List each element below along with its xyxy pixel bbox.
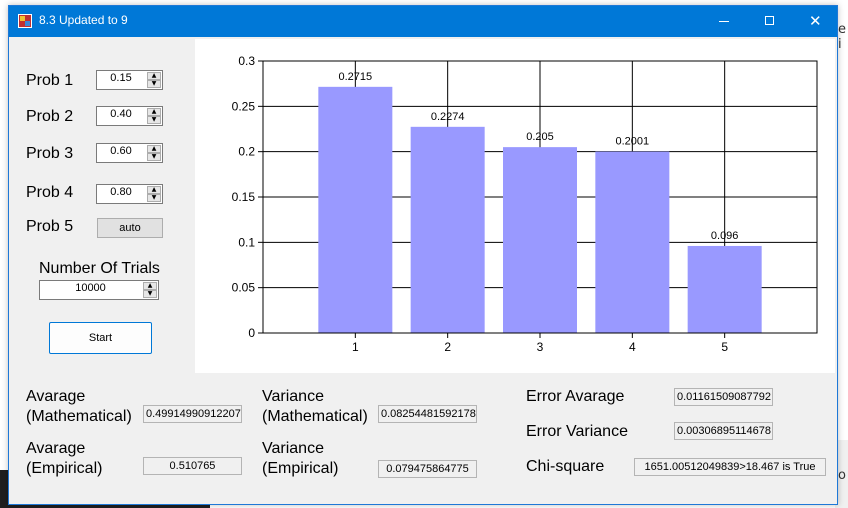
close-button[interactable]: ✕ [793,6,839,37]
y-tick-label: 0.25 [232,99,256,113]
bar-value-label: 0.2274 [431,111,465,123]
prob-3-value[interactable]: 0.60 [110,145,132,157]
bar [595,151,670,333]
trials-label: Number Of Trials [39,260,160,277]
background-window-edge [835,0,848,508]
y-tick-label: 0.3 [238,54,255,68]
var-emp-label-line1: Variance [262,440,324,457]
background-text-top: e i [838,22,846,52]
bar [687,245,762,333]
background-text-bottom: o [838,468,846,483]
var-emp-label-line2: (Empirical) [262,460,339,477]
prob-3-up-arrow-icon[interactable]: ▲ [147,145,161,153]
title-bar[interactable]: 8.3 Updated to 9 ✕ [9,6,837,37]
error-var-label: Error Variance [526,423,628,440]
x-tick-label: 5 [721,340,728,354]
prob-3-down-arrow-icon[interactable]: ▼ [147,153,161,161]
trials-value[interactable]: 10000 [75,282,106,294]
prob-1-stepper[interactable]: 0.15 ▲ ▼ [96,70,163,90]
trials-up-arrow-icon[interactable]: ▲ [143,282,157,290]
x-tick-label: 2 [444,340,451,354]
avg-math-label-line1: Avarage [26,388,86,405]
prob-2-value[interactable]: 0.40 [110,108,132,120]
y-tick-label: 0.1 [238,235,255,249]
chi-square-label: Chi-square [526,458,605,475]
maximize-icon [765,16,774,25]
error-var-value-field[interactable]: 0.00306895114678 [674,422,773,440]
bar-value-label: 0.2001 [616,136,650,148]
bar [503,147,577,333]
prob-2-label: Prob 2 [26,108,74,125]
prob-5-auto-button[interactable]: auto [97,218,163,238]
prob-3-stepper[interactable]: 0.60 ▲ ▼ [96,143,163,163]
bar [410,126,485,333]
close-icon: ✕ [809,12,822,30]
y-tick-label: 0 [248,326,255,340]
prob-5-label: Prob 5 [26,218,74,235]
window-title: 8.3 Updated to 9 [39,13,128,27]
avg-emp-value-field[interactable]: 0.510765 [143,457,242,475]
chart-panel: 0 0.05 0.1 0.15 0.2 0.25 0.3 0.2715 0.2274 0.205 0… [195,39,835,373]
var-emp-value-field[interactable]: 0.079475864775 [378,460,477,478]
minimize-icon [719,21,729,22]
minimize-button[interactable] [701,6,747,37]
y-tick-label: 0.15 [232,190,256,204]
prob-4-stepper[interactable]: 0.80 ▲ ▼ [96,184,163,204]
error-avg-label: Error Avarage [526,388,625,405]
prob-1-up-arrow-icon[interactable]: ▲ [147,72,161,80]
prob-1-label: Prob 1 [26,72,74,89]
trials-stepper[interactable]: 10000 ▲ ▼ [39,280,159,300]
prob-2-down-arrow-icon[interactable]: ▼ [147,116,161,124]
prob-4-value[interactable]: 0.80 [110,186,132,198]
prob-3-label: Prob 3 [26,145,74,162]
var-math-label-line2: (Mathematical) [262,408,368,425]
chi-square-value-field[interactable]: 1651.00512049839>18.467 is True [634,458,826,476]
avg-math-value-field[interactable]: 0.49914990912207 [143,405,242,423]
probability-bar-chart: 0 0.05 0.1 0.15 0.2 0.25 0.3 0.2715 0.2274 0.205 0… [232,54,818,354]
avg-math-label-line2: (Mathematical) [26,408,132,425]
prob-4-down-arrow-icon[interactable]: ▼ [147,194,161,202]
error-avg-value-field[interactable]: 0.01161509087792 [674,388,773,406]
maximize-button[interactable] [747,6,793,37]
prob-4-label: Prob 4 [26,184,74,201]
prob-1-down-arrow-icon[interactable]: ▼ [147,80,161,88]
bar-value-label: 0.096 [711,230,739,242]
x-tick-label: 1 [352,340,359,354]
prob-2-up-arrow-icon[interactable]: ▲ [147,108,161,116]
x-tick-label: 4 [629,340,636,354]
background-window-edge-lower [835,440,848,508]
bar [318,86,393,333]
app-window: 8.3 Updated to 9 ✕ Prob 1 0.15 ▲ ▼ Prob 2… [8,5,838,505]
y-tick-label: 0.05 [232,281,256,295]
bar-value-label: 0.205 [526,131,554,143]
avg-emp-label-line1: Avarage [26,440,86,457]
y-tick-label: 0.2 [238,145,255,159]
prob-1-value[interactable]: 0.15 [110,72,132,84]
prob-2-stepper[interactable]: 0.40 ▲ ▼ [96,106,163,126]
var-math-value-field[interactable]: 0.08254481592178 [378,405,477,423]
bar-value-label: 0.2715 [339,71,373,83]
avg-emp-label-line2: (Empirical) [26,460,103,477]
app-icon [18,14,32,28]
x-tick-label: 3 [537,340,544,354]
var-math-label-line1: Variance [262,388,324,405]
prob-4-up-arrow-icon[interactable]: ▲ [147,186,161,194]
start-button[interactable]: Start [49,322,152,354]
plot-area-border [262,60,818,334]
trials-down-arrow-icon[interactable]: ▼ [143,290,157,298]
